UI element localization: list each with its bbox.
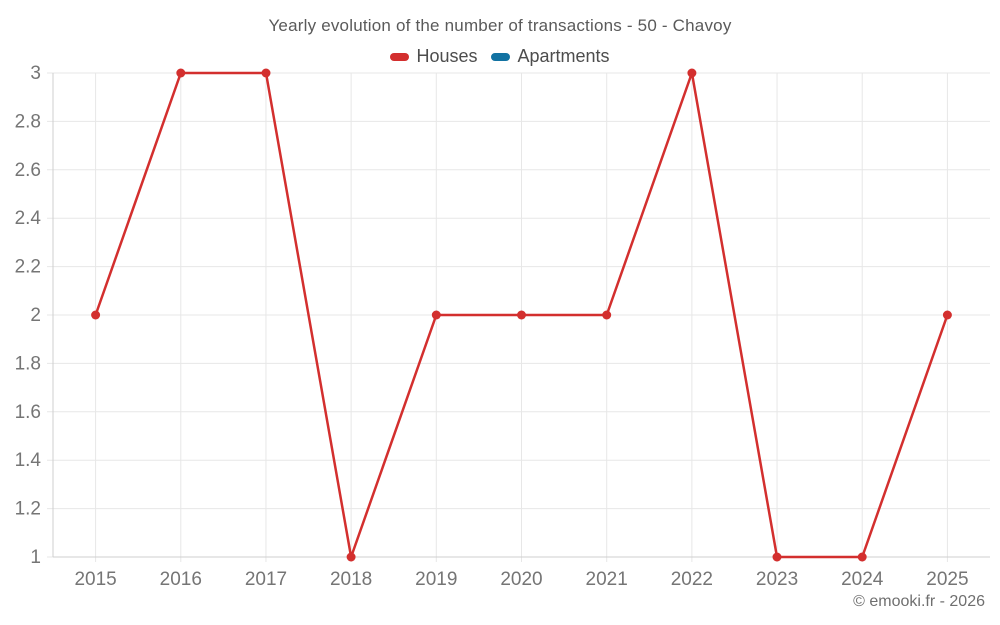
- houses-data-point[interactable]: [687, 68, 697, 78]
- x-tick-label: 2020: [500, 569, 542, 590]
- x-tick-label: 2022: [671, 569, 713, 590]
- y-tick-label: 1: [30, 547, 41, 568]
- x-tick-label: 2023: [756, 569, 798, 590]
- legend-item-apartments[interactable]: Apartments: [491, 46, 610, 67]
- y-tick-label: 2: [30, 305, 41, 326]
- y-tick-label: 2.4: [15, 208, 42, 229]
- houses-data-point[interactable]: [431, 310, 441, 320]
- y-tick-label: 2.8: [15, 111, 41, 132]
- y-tick-label: 3: [30, 63, 41, 84]
- y-tick-label: 1.4: [15, 450, 42, 471]
- houses-data-point[interactable]: [517, 310, 526, 320]
- x-tick-label: 2019: [415, 569, 457, 590]
- houses-data-point[interactable]: [346, 552, 356, 562]
- legend-item-houses[interactable]: Houses: [390, 46, 477, 67]
- x-tick-label: 2016: [160, 569, 202, 590]
- x-tick-label: 2021: [586, 569, 628, 590]
- x-tick-label: 2025: [926, 569, 968, 590]
- y-tick-label: 1.2: [15, 499, 41, 520]
- y-tick-label: 2.2: [15, 257, 41, 278]
- houses-data-point[interactable]: [91, 310, 101, 320]
- x-tick-label: 2024: [841, 569, 884, 590]
- y-tick-label: 2.6: [15, 160, 41, 181]
- legend-label-apartments: Apartments: [517, 46, 610, 66]
- legend: Houses Apartments: [0, 46, 1000, 67]
- houses-data-point[interactable]: [602, 310, 612, 320]
- y-tick-label: 1.6: [15, 402, 41, 423]
- houses-data-point[interactable]: [261, 68, 271, 78]
- houses-data-point[interactable]: [176, 68, 186, 78]
- apartments-legend-swatch-icon: [491, 52, 511, 61]
- x-tick-label: 2015: [74, 569, 116, 590]
- houses-data-point[interactable]: [857, 552, 867, 562]
- x-tick-label: 2018: [330, 569, 372, 590]
- houses-data-point[interactable]: [772, 552, 782, 562]
- y-tick-label: 1.8: [15, 353, 41, 374]
- houses-data-point[interactable]: [942, 310, 952, 320]
- chart-title: Yearly evolution of the number of transa…: [268, 16, 732, 35]
- x-tick-label: 2017: [245, 569, 287, 590]
- legend-label-houses: Houses: [416, 46, 478, 66]
- copyright: © emooki.fr - 2026: [853, 593, 985, 610]
- houses-legend-swatch-icon: [390, 52, 410, 61]
